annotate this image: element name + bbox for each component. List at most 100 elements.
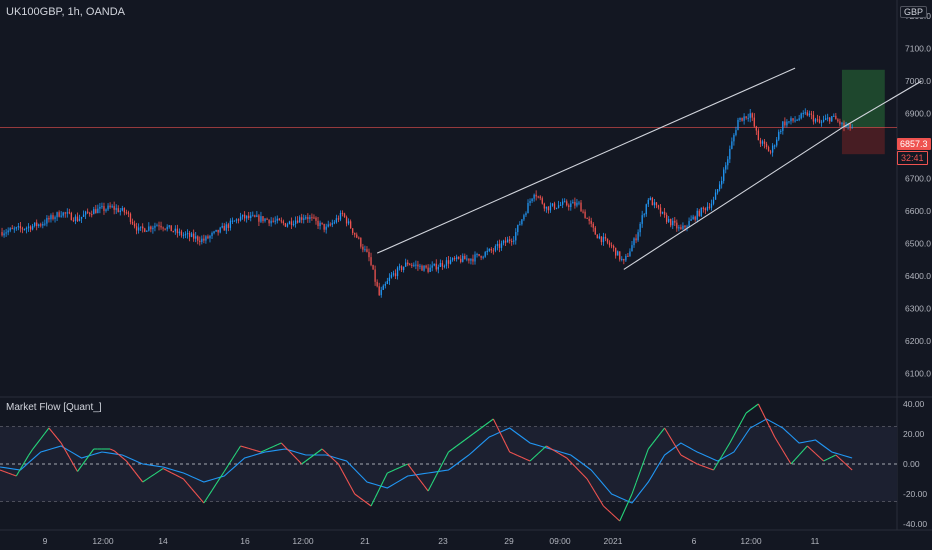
candle-body <box>694 216 696 220</box>
candle-body <box>608 242 611 246</box>
candle-body <box>164 228 166 230</box>
candle-body <box>663 211 666 215</box>
osc-flow-segment <box>399 465 404 469</box>
osc-flow-segment <box>277 442 282 446</box>
osc-flow-segment <box>264 447 270 451</box>
osc-flow-segment <box>12 473 17 477</box>
osc-flow-segment <box>505 443 511 453</box>
candle-body <box>765 143 768 148</box>
candle-body <box>146 230 148 232</box>
osc-flow-segment <box>293 455 299 461</box>
candle-body <box>794 120 796 122</box>
candle-body <box>374 269 376 282</box>
candle-body <box>42 224 44 226</box>
candle-body <box>455 256 458 260</box>
candle-body <box>643 214 645 216</box>
osc-flow-segment <box>391 468 396 472</box>
osc-flow-segment <box>387 470 392 474</box>
trend-line[interactable] <box>623 126 845 270</box>
candle-body <box>588 218 590 221</box>
osc-flow-segment <box>342 471 348 480</box>
candle-body <box>248 215 250 219</box>
candle-body <box>352 228 354 233</box>
candle-body <box>82 214 85 217</box>
osc-flow-segment <box>761 412 768 421</box>
candle-body <box>58 212 60 217</box>
trend-line[interactable] <box>376 67 796 254</box>
osc-flow-segment <box>350 486 356 495</box>
candle-body <box>470 258 472 261</box>
osc-flow-segment <box>688 459 694 463</box>
osc-flow-segment <box>309 454 315 459</box>
currency-badge[interactable]: GBP <box>899 6 927 18</box>
candle-body <box>46 217 48 224</box>
price-tick-label: 6100.0 <box>905 368 931 378</box>
candle-body <box>227 224 229 228</box>
candle-body <box>543 203 545 209</box>
candle-body <box>349 221 352 229</box>
time-tick-label: 9 <box>43 536 48 546</box>
osc-flow-segment <box>570 461 576 467</box>
candle-body <box>168 225 170 227</box>
candle-body <box>229 220 232 228</box>
candle-body <box>178 231 181 234</box>
candle-body <box>252 215 254 217</box>
osc-flow-segment <box>594 492 600 500</box>
candle-body <box>317 220 319 227</box>
candle-body <box>833 115 835 117</box>
candle-body <box>409 264 411 266</box>
candle-body <box>604 236 607 239</box>
osc-flow-segment <box>374 489 380 498</box>
candle-body <box>201 238 203 242</box>
osc-flow-segment <box>36 438 42 445</box>
candle-body <box>659 207 662 214</box>
osc-flow-segment <box>3 470 9 474</box>
take-profit-zone[interactable] <box>841 69 885 128</box>
candle-body <box>700 207 702 216</box>
candle-body <box>294 220 297 224</box>
candle-body <box>396 267 399 277</box>
time-tick-label: 21 <box>360 536 370 546</box>
osc-flow-segment <box>211 483 217 491</box>
candle-body <box>731 141 733 149</box>
candle-body <box>441 263 444 267</box>
candle-body <box>315 217 317 221</box>
candle-body <box>360 238 362 247</box>
stop-loss-zone[interactable] <box>841 127 885 155</box>
candle-body <box>739 117 741 120</box>
candle-body <box>180 231 183 236</box>
candle-body <box>105 209 107 211</box>
candle-body <box>333 222 335 224</box>
candle-body <box>197 236 199 241</box>
candle-body <box>761 141 764 144</box>
candle-body <box>68 212 70 214</box>
candle-body <box>690 219 692 221</box>
osc-flow-segment <box>223 464 229 472</box>
candle-body <box>431 265 433 268</box>
candle-body <box>258 215 260 222</box>
candle-body <box>36 222 38 227</box>
candle-body <box>121 208 123 211</box>
candle-body <box>557 205 560 208</box>
osc-flow-segment <box>623 502 629 513</box>
candle-body <box>572 201 574 204</box>
candle-body <box>710 203 713 208</box>
osc-flow-segment <box>741 412 747 421</box>
osc-flow-segment <box>431 475 437 484</box>
candle-body <box>223 225 225 231</box>
candle-body <box>655 202 658 206</box>
osc-flow-segment <box>521 456 527 460</box>
candle-body <box>816 119 819 121</box>
candle-body <box>586 217 588 219</box>
candle-body <box>504 240 507 243</box>
candle-body <box>649 198 651 200</box>
osc-flow-segment <box>586 478 592 487</box>
candle-body <box>623 258 625 261</box>
candle-body <box>80 216 83 219</box>
candle-body <box>290 221 293 226</box>
osc-flow-segment <box>23 455 30 463</box>
candle-body <box>190 233 193 237</box>
trend-line[interactable] <box>843 80 922 128</box>
candle-body <box>331 223 333 225</box>
